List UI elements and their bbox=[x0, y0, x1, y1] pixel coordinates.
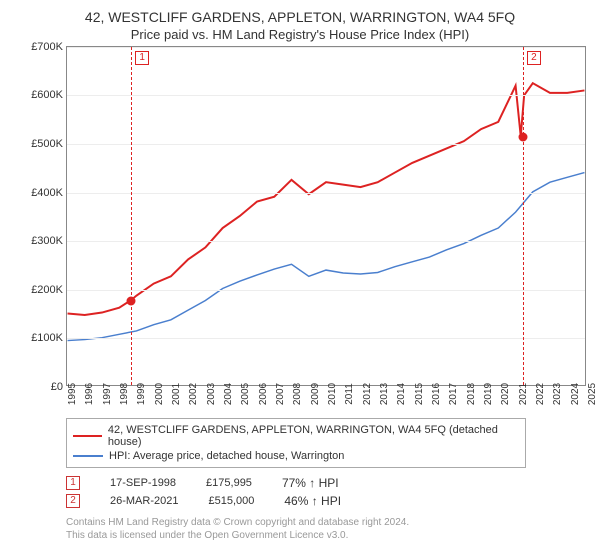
chart-lines bbox=[67, 47, 585, 385]
x-tick-label: 1997 bbox=[102, 383, 113, 405]
x-tick-label: 2017 bbox=[448, 383, 459, 405]
x-tick-label: 2014 bbox=[396, 383, 407, 405]
x-tick-label: 2012 bbox=[362, 383, 373, 405]
x-tick-label: 2013 bbox=[379, 383, 390, 405]
x-tick-label: 2021 bbox=[518, 383, 529, 405]
y-tick-label: £700K bbox=[31, 41, 63, 53]
marker-label: 1 bbox=[135, 51, 149, 65]
x-tick-label: 2011 bbox=[344, 383, 355, 405]
x-tick-label: 2019 bbox=[483, 383, 494, 405]
y-tick-label: £0 bbox=[51, 381, 63, 393]
point-date: 26-MAR-2021 bbox=[110, 495, 178, 507]
point-price: £175,995 bbox=[206, 477, 252, 489]
y-tick-label: £600K bbox=[31, 89, 63, 101]
y-tick-label: £200K bbox=[31, 284, 63, 296]
chart-subtitle: Price paid vs. HM Land Registry's House … bbox=[14, 27, 586, 42]
plot-area: £0£100K£200K£300K£400K£500K£600K£700K199… bbox=[66, 46, 586, 386]
x-tick-label: 1995 bbox=[67, 383, 78, 405]
price-point-row: 2 26-MAR-2021 £515,000 46% ↑ HPI bbox=[66, 492, 586, 510]
legend-item: HPI: Average price, detached house, Warr… bbox=[73, 449, 519, 463]
point-date: 17-SEP-1998 bbox=[110, 477, 176, 489]
x-tick-label: 2000 bbox=[154, 383, 165, 405]
series-line bbox=[68, 172, 585, 340]
x-tick-label: 2002 bbox=[188, 383, 199, 405]
legend: 42, WESTCLIFF GARDENS, APPLETON, WARRING… bbox=[66, 418, 526, 468]
legend-item: 42, WESTCLIFF GARDENS, APPLETON, WARRING… bbox=[73, 423, 519, 449]
point-index-box: 1 bbox=[66, 476, 80, 490]
x-tick-label: 2004 bbox=[223, 383, 234, 405]
x-tick-label: 2009 bbox=[310, 383, 321, 405]
price-point-row: 1 17-SEP-1998 £175,995 77% ↑ HPI bbox=[66, 474, 586, 492]
x-tick-label: 2008 bbox=[292, 383, 303, 405]
x-tick-label: 2001 bbox=[171, 383, 182, 405]
x-tick-label: 2005 bbox=[240, 383, 251, 405]
series-line bbox=[68, 83, 585, 315]
x-tick-label: 1999 bbox=[136, 383, 147, 405]
x-tick-label: 2015 bbox=[414, 383, 425, 405]
x-tick-label: 2022 bbox=[535, 383, 546, 405]
credits: Contains HM Land Registry data © Crown c… bbox=[66, 516, 586, 542]
x-tick-label: 2024 bbox=[570, 383, 581, 405]
marker-vline bbox=[131, 47, 132, 385]
point-index-box: 2 bbox=[66, 494, 80, 508]
x-tick-label: 1998 bbox=[119, 383, 130, 405]
x-tick-label: 2023 bbox=[552, 383, 563, 405]
credits-line: Contains HM Land Registry data © Crown c… bbox=[66, 516, 586, 529]
point-price: £515,000 bbox=[208, 495, 254, 507]
marker-label: 2 bbox=[527, 51, 541, 65]
point-pct: 46% ↑ HPI bbox=[284, 494, 341, 508]
y-tick-label: £300K bbox=[31, 235, 63, 247]
credits-line: This data is licensed under the Open Gov… bbox=[66, 529, 586, 542]
y-tick-label: £100K bbox=[31, 332, 63, 344]
marker-dot bbox=[127, 297, 136, 306]
legend-label: 42, WESTCLIFF GARDENS, APPLETON, WARRING… bbox=[108, 424, 519, 448]
x-tick-label: 2020 bbox=[500, 383, 511, 405]
point-pct: 77% ↑ HPI bbox=[282, 476, 339, 490]
y-tick-label: £500K bbox=[31, 138, 63, 150]
x-tick-label: 2016 bbox=[431, 383, 442, 405]
x-tick-label: 2010 bbox=[327, 383, 338, 405]
marker-dot bbox=[518, 132, 527, 141]
x-tick-label: 2018 bbox=[466, 383, 477, 405]
legend-label: HPI: Average price, detached house, Warr… bbox=[109, 450, 344, 462]
x-tick-label: 1996 bbox=[84, 383, 95, 405]
x-tick-label: 2007 bbox=[275, 383, 286, 405]
legend-swatch bbox=[73, 435, 102, 437]
x-tick-label: 2003 bbox=[206, 383, 217, 405]
y-tick-label: £400K bbox=[31, 187, 63, 199]
legend-swatch bbox=[73, 455, 103, 457]
x-tick-label: 2025 bbox=[587, 383, 598, 405]
marker-vline bbox=[523, 47, 524, 385]
price-points: 1 17-SEP-1998 £175,995 77% ↑ HPI 2 26-MA… bbox=[66, 474, 586, 510]
chart-title: 42, WESTCLIFF GARDENS, APPLETON, WARRING… bbox=[14, 8, 586, 27]
x-tick-label: 2006 bbox=[258, 383, 269, 405]
